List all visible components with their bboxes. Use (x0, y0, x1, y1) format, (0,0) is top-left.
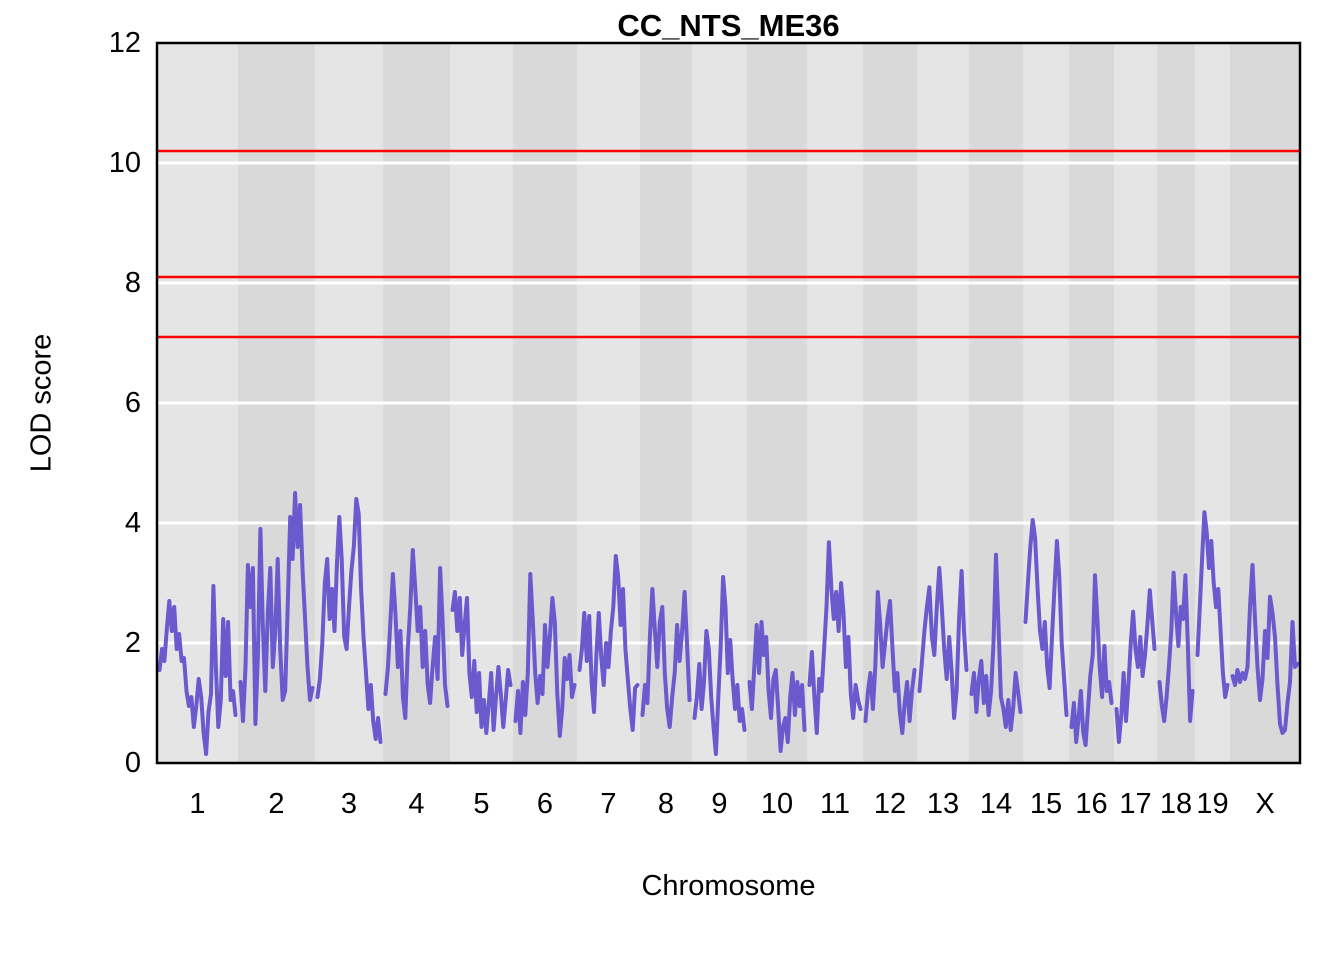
y-tick-label-8: 8 (124, 267, 141, 299)
x-tick-label-chr-2: 2 (268, 788, 285, 820)
x-tick-label-chr-4: 4 (408, 788, 425, 820)
x-tick-label-chr-12: 12 (873, 788, 907, 820)
lod-trace-chr-15 (1023, 518, 1069, 717)
lod-trace-chr-12 (863, 590, 917, 735)
x-tick-label-chr-1: 1 (189, 788, 206, 820)
lod-trace-chr-18 (1157, 570, 1195, 723)
x-tick-label-chr-11: 11 (819, 788, 851, 820)
x-tick-label-chr-15: 15 (1029, 788, 1063, 820)
lod-trace-chr-16 (1069, 573, 1114, 747)
x-tick-label-chr-18: 18 (1159, 788, 1193, 820)
lod-trace-chr-6 (513, 572, 577, 738)
x-tick-label-chr-16: 16 (1075, 788, 1108, 820)
x-tick-label-chr-8: 8 (657, 788, 675, 820)
lod-trace-chr-10 (747, 620, 807, 753)
x-tick-label-chr-5: 5 (473, 788, 490, 820)
lod-trace-chr-19 (1195, 510, 1230, 699)
chart-title: CC_NTS_ME36 (617, 8, 840, 43)
lod-trace-chr-1 (157, 584, 238, 756)
y-tick-label-0: 0 (124, 747, 141, 779)
x-tick-label-chr-3: 3 (340, 788, 358, 820)
lod-trace-chr-11 (807, 540, 863, 735)
x-tick-label-chr-7: 7 (600, 788, 617, 820)
lod-trace-chr-8 (640, 587, 692, 729)
lod-trace-chr-5 (450, 590, 513, 735)
y-tick-label-10: 10 (108, 147, 141, 179)
x-axis-title: Chromosome (641, 870, 816, 902)
lod-trace-chr-2 (238, 491, 315, 726)
lod-trace-chr-17 (1114, 588, 1157, 744)
x-tick-label-chr-19: 19 (1196, 788, 1229, 820)
y-tick-label-4: 4 (124, 507, 141, 539)
lod-trace-chr-7 (577, 554, 640, 732)
x-tick-label-chr-6: 6 (536, 788, 554, 820)
x-tick-label-chr-13: 13 (926, 788, 960, 820)
x-tick-label-chr-X: X (1255, 788, 1275, 820)
x-tick-label-chr-10: 10 (760, 788, 794, 820)
lod-trace-chr-13 (917, 566, 969, 720)
x-tick-label-chr-14: 14 (979, 788, 1013, 820)
y-tick-label-12: 12 (108, 27, 141, 59)
lod-trace-chr-X (1230, 563, 1300, 735)
x-tick-label-chr-9: 9 (711, 788, 728, 820)
y-tick-label-6: 6 (124, 387, 141, 419)
lod-trace-chr-3 (315, 497, 383, 744)
y-tick-label-2: 2 (124, 627, 141, 659)
plot-border (155, 41, 1302, 765)
lod-trace-chr-14 (969, 552, 1023, 732)
lod-trace-chr-4 (383, 548, 450, 720)
x-tick-label-chr-17: 17 (1119, 788, 1152, 820)
lod-trace-chr-9 (692, 575, 747, 756)
